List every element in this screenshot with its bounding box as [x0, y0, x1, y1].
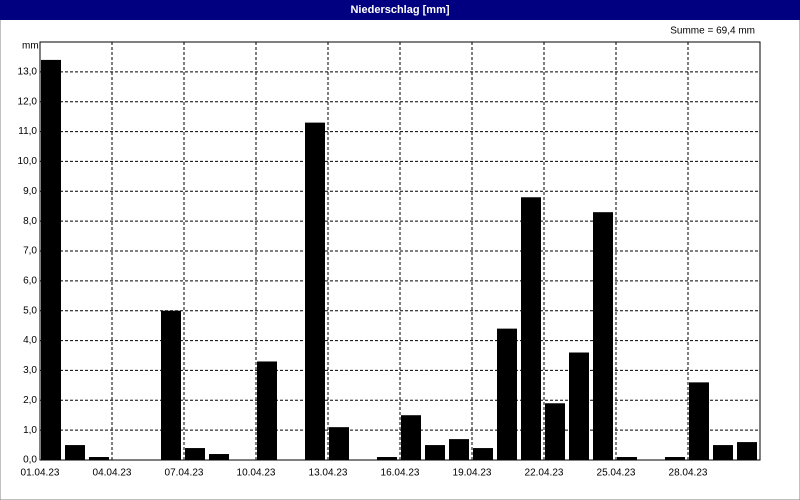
bar: [305, 122, 325, 460]
bar: [449, 439, 469, 460]
bar: [89, 457, 109, 460]
bar: [377, 457, 397, 460]
bar: [713, 445, 733, 460]
plot-border: [39, 41, 761, 461]
y-tick-label: 2,0: [23, 395, 37, 406]
bar: [209, 454, 229, 460]
bar: [737, 442, 757, 460]
y-tick-label: 8,0: [23, 216, 37, 227]
bar: [617, 457, 637, 460]
y-tick-label: 13,0: [18, 66, 38, 77]
bar: [545, 403, 565, 460]
x-tick-label: 04.04.23: [93, 468, 132, 479]
x-tick-label: 19.04.23: [453, 468, 492, 479]
y-axis-label: mm: [22, 41, 39, 52]
y-tick-label: 0,0: [23, 455, 37, 466]
window-title: Niederschlag [mm]: [350, 4, 449, 16]
bar: [257, 361, 277, 460]
bar: [161, 310, 181, 460]
bar: [425, 445, 445, 460]
y-tick-label: 1,0: [23, 425, 37, 436]
bar: [497, 328, 517, 460]
x-tick-label: 22.04.23: [525, 468, 564, 479]
bar: [569, 352, 589, 460]
bar: [401, 415, 421, 460]
bar: [65, 445, 85, 460]
bar: [473, 448, 493, 460]
x-tick-label: 28.04.23: [669, 468, 708, 479]
y-tick-label: 9,0: [23, 186, 37, 197]
y-tick-label: 12,0: [18, 96, 38, 107]
x-tick-label: 16.04.23: [381, 468, 420, 479]
bar: [689, 382, 709, 460]
y-tick-label: 6,0: [23, 275, 37, 286]
x-tick-label: 13.04.23: [309, 468, 348, 479]
bar: [41, 59, 61, 461]
y-tick-label: 4,0: [23, 335, 37, 346]
x-tick-label: 01.04.23: [21, 468, 60, 479]
bar: [665, 457, 685, 460]
y-tick-label: 5,0: [23, 305, 37, 316]
y-tick-label: 7,0: [23, 246, 37, 257]
bar: [185, 448, 205, 460]
bar: [329, 427, 349, 460]
bar: [521, 197, 541, 460]
y-tick-label: 10,0: [18, 156, 38, 167]
y-tick-label: 3,0: [23, 365, 37, 376]
x-tick-label: 25.04.23: [597, 468, 636, 479]
title-bar: [0, 0, 800, 20]
y-tick-label: 11,0: [18, 126, 37, 137]
x-tick-label: 07.04.23: [165, 468, 204, 479]
bar: [593, 212, 613, 460]
x-tick-label: 10.04.23: [237, 468, 276, 479]
annotation: Summe = 69,4 mm: [670, 26, 755, 37]
